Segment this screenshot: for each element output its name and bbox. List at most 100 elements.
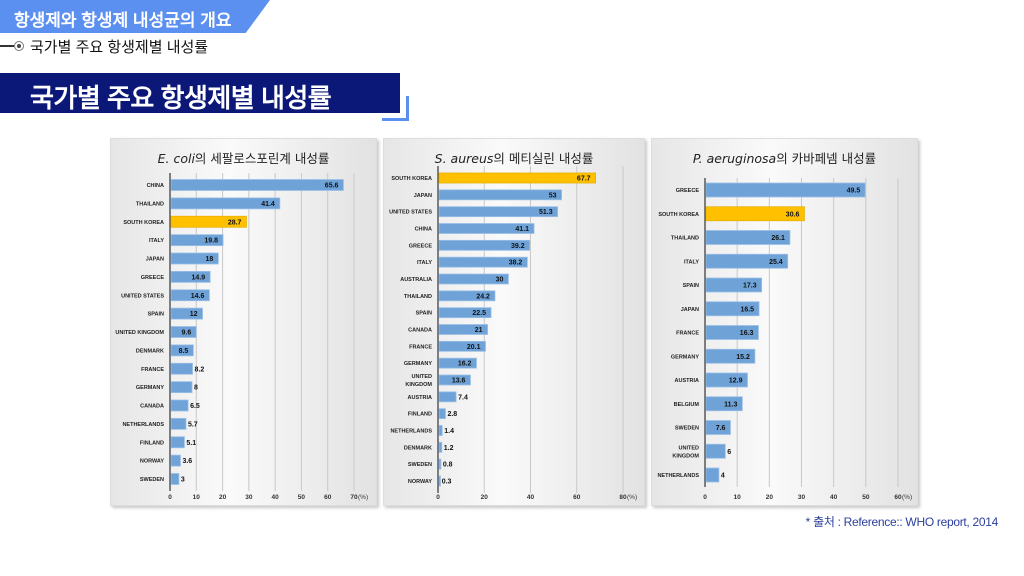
page-title-bar: 국가별 주요 항생제별 내성률 xyxy=(0,73,400,113)
data-label: 0.3 xyxy=(442,479,452,486)
data-label: 39.2 xyxy=(511,243,525,250)
data-label: 5.7 xyxy=(188,421,198,428)
data-label: 12 xyxy=(190,311,198,318)
category-label: SPAIN xyxy=(416,311,432,317)
data-label: 16.2 xyxy=(458,361,472,368)
bar xyxy=(705,420,731,435)
x-tick-label: 0 xyxy=(168,494,172,501)
chart-title: S. aureus의 메티실린 내성률 xyxy=(435,151,594,166)
data-label: 22.5 xyxy=(472,310,486,317)
data-label: 65.6 xyxy=(325,183,339,190)
data-label: 3.6 xyxy=(182,458,192,465)
data-label: 51.3 xyxy=(539,209,553,216)
bar xyxy=(438,441,443,453)
category-label: NETHERLANDS xyxy=(122,422,164,428)
x-tick-label: 60 xyxy=(324,494,332,501)
category-label: NORWAY xyxy=(140,459,164,465)
bar xyxy=(438,223,535,234)
bar xyxy=(170,362,193,375)
category-label: SWEDEN xyxy=(140,477,164,483)
chart-paeruginosa: P. aeruginosa의 카바페넴 내성률 0 10 20 30 40 50 60 (%) G… xyxy=(651,138,918,506)
x-tick-label: 40 xyxy=(527,494,535,501)
data-label: 12.9 xyxy=(729,378,743,385)
bar xyxy=(438,206,559,218)
data-label: 16.3 xyxy=(740,330,754,337)
category-label: KINGDOM xyxy=(672,453,699,459)
category-label: NETHERLANDS xyxy=(657,473,699,479)
category-label: JAPAN xyxy=(414,193,432,199)
source-footnote: * 출처 : Reference:: WHO report, 2014 xyxy=(805,515,999,529)
bar xyxy=(438,189,562,201)
category-label: SWEDEN xyxy=(408,462,432,468)
x-tick-label: 80 xyxy=(619,494,627,501)
x-tick-label: 40 xyxy=(830,494,838,501)
data-label: 41.4 xyxy=(261,201,275,208)
category-label: SOUTH KOREA xyxy=(123,220,164,226)
corner-bracket-decoration xyxy=(382,96,409,121)
category-label: GREECE xyxy=(141,275,165,281)
bar xyxy=(705,348,756,364)
bar xyxy=(438,357,477,369)
data-label: 13.6 xyxy=(452,378,466,385)
category-label: ITALY xyxy=(417,260,432,266)
data-label: 3 xyxy=(181,477,185,484)
category-label: SOUTH KOREA xyxy=(391,176,432,182)
data-label: 30 xyxy=(496,277,504,284)
bar xyxy=(438,475,441,487)
bar xyxy=(170,234,224,247)
data-label: 1.2 xyxy=(444,445,454,452)
chart-title-species: S. aureus xyxy=(435,151,494,166)
data-label: 15.2 xyxy=(736,354,750,361)
bar xyxy=(438,425,443,436)
category-label: SPAIN xyxy=(148,312,164,318)
chart-svg: S. aureus의 메티실린 내성률 0 20 40 60 80 (%) SOUTH KOR… xyxy=(389,151,637,501)
data-label: 11.3 xyxy=(724,401,737,408)
category-label: AUSTRIA xyxy=(675,378,699,384)
category-label: UNITED xyxy=(412,374,433,380)
x-unit-label: (%) xyxy=(627,494,637,501)
category-label: GERMANY xyxy=(404,361,432,367)
x-tick-label: 10 xyxy=(193,494,201,501)
category-label: UNITED xyxy=(679,445,700,451)
bar xyxy=(705,372,748,388)
bar xyxy=(438,324,488,335)
data-label: 4 xyxy=(721,473,725,480)
chart-title: P. aeruginosa의 카바페넴 내성률 xyxy=(693,151,876,166)
category-label: UNITED STATES xyxy=(389,210,432,216)
data-label: 14.9 xyxy=(192,274,206,281)
category-label: DENMARK xyxy=(404,445,432,451)
data-label: 30.6 xyxy=(786,211,800,218)
data-label: 20.1 xyxy=(467,344,481,351)
category-label: DENMARK xyxy=(136,348,164,354)
category-label: AUSTRALIA xyxy=(400,277,432,283)
bar xyxy=(170,436,185,449)
x-tick-label: 20 xyxy=(481,494,489,501)
bar xyxy=(705,443,726,459)
category-label: THAILAND xyxy=(404,294,432,300)
data-label: 16.5 xyxy=(740,306,754,313)
data-label: 38.2 xyxy=(509,260,523,267)
data-label: 1.4 xyxy=(444,428,454,435)
bar xyxy=(170,417,187,430)
category-label: CANADA xyxy=(408,328,432,334)
data-label: 26.1 xyxy=(771,235,785,242)
bar xyxy=(170,197,281,210)
chart-title-species: P. aeruginosa xyxy=(693,151,776,166)
bullet-dot-icon xyxy=(14,41,24,51)
data-label: 28.7 xyxy=(228,219,242,226)
data-label: 19.8 xyxy=(204,238,218,245)
x-tick-label: 70 xyxy=(350,494,358,501)
bar xyxy=(438,290,496,302)
x-tick-label: 20 xyxy=(219,494,227,501)
category-label: FRANCE xyxy=(676,331,699,337)
category-label: UNITED KINGDOM xyxy=(115,330,164,336)
data-label: 6 xyxy=(727,449,731,456)
bar xyxy=(705,277,763,293)
chart-saureus: S. aureus의 메티실린 내성률 0 20 40 60 80 (%) SOUTH KOR… xyxy=(383,138,645,506)
bar xyxy=(705,301,760,317)
data-label: 25.4 xyxy=(769,259,783,266)
bar xyxy=(438,273,509,285)
x-unit-label: (%) xyxy=(902,494,912,501)
category-label: ITALY xyxy=(684,259,699,265)
bar xyxy=(705,396,743,412)
